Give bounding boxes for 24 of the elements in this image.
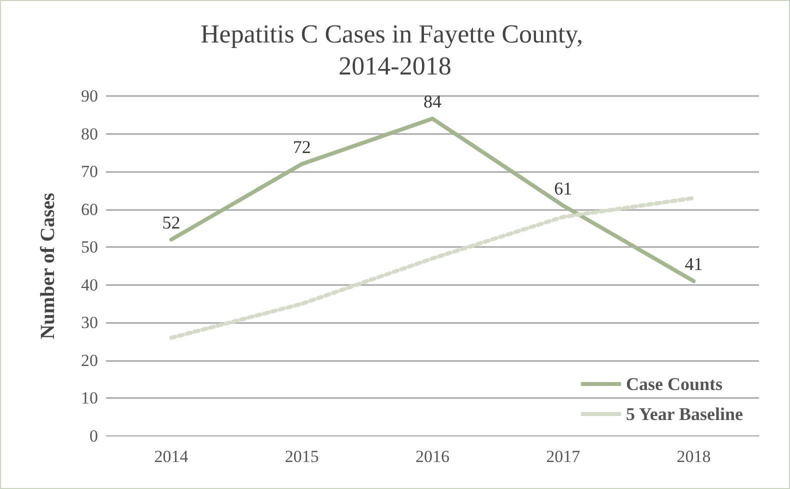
y-tick-label: 80 xyxy=(81,124,98,144)
y-tick-label: 90 xyxy=(81,86,98,106)
chart-title: Hepatitis C Cases in Fayette County, 2014-2018 xyxy=(200,20,590,80)
y-tick-label: 70 xyxy=(81,162,98,182)
y-tick-label: 50 xyxy=(81,238,98,257)
data-label: 41 xyxy=(684,254,703,274)
x-tick-label: 2016 xyxy=(416,447,450,466)
y-tick-label: 60 xyxy=(81,200,98,219)
data-label: 52 xyxy=(162,212,180,233)
x-tick-label: 2018 xyxy=(676,447,711,466)
y-tick-label: 10 xyxy=(81,388,98,408)
data-label: 61 xyxy=(554,178,572,199)
y-tick-label: 20 xyxy=(81,350,98,370)
data-label: 72 xyxy=(292,137,311,157)
x-tick-label: 2015 xyxy=(284,447,319,466)
x-tick-label: 2014 xyxy=(154,447,189,466)
y-axis-title: Number of Cases xyxy=(37,192,59,340)
y-tick-label: 40 xyxy=(81,275,98,294)
legend-label: Case Counts xyxy=(626,374,723,394)
y-tick-label: 30 xyxy=(81,313,98,332)
y-tick-label: 0 xyxy=(90,426,98,446)
legend-label: 5 Year Baseline xyxy=(626,404,744,424)
data-label: 84 xyxy=(424,92,442,112)
x-tick-label: 2017 xyxy=(546,447,581,466)
